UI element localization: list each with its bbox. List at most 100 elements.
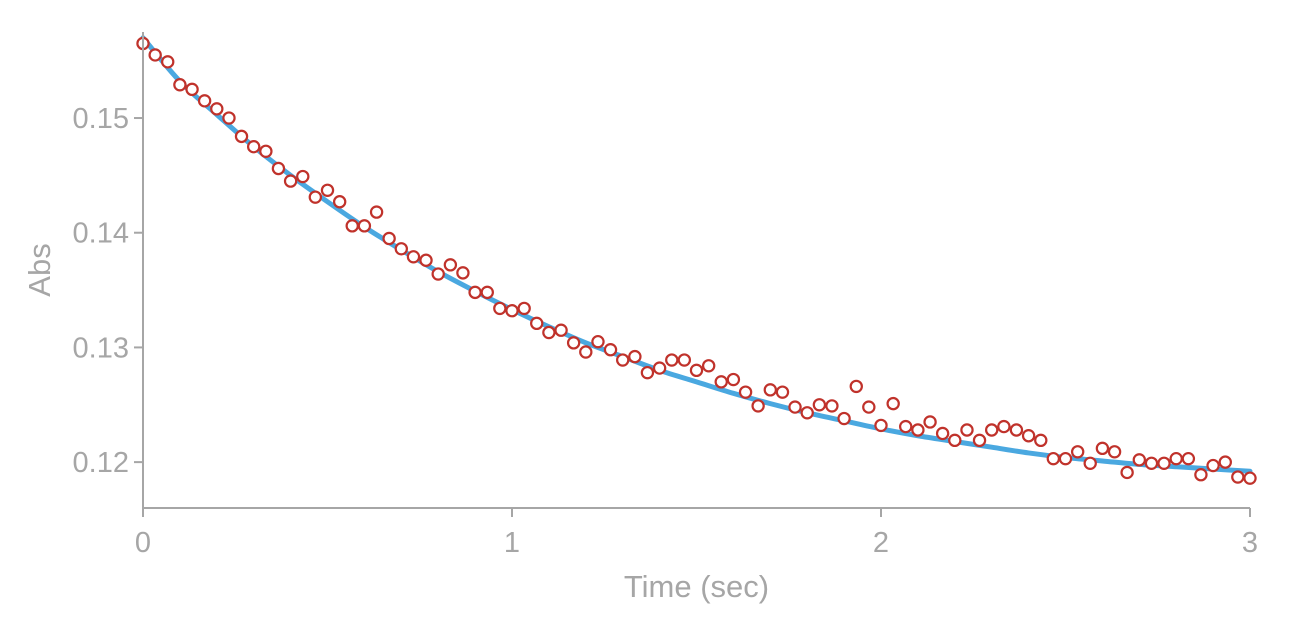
data-point	[1206, 458, 1220, 473]
data-point	[788, 400, 802, 414]
y-tick-label: 0.13	[73, 332, 129, 364]
y-axis-ticks: 0.12 0.13 0.14 0.15	[73, 103, 143, 479]
data-point	[652, 361, 667, 375]
data-point	[1243, 471, 1257, 485]
data-point	[210, 102, 224, 116]
x-axis-title: Time (sec)	[624, 569, 769, 604]
data-point	[935, 426, 950, 441]
data-point	[222, 111, 236, 125]
data-point	[1009, 423, 1024, 437]
data-point	[1169, 451, 1183, 466]
data-point	[701, 359, 716, 373]
data-point	[665, 353, 679, 367]
data-point	[1144, 456, 1159, 470]
data-point	[197, 94, 212, 108]
data-point	[1218, 455, 1232, 469]
data-point	[1083, 456, 1097, 470]
data-point	[886, 396, 900, 411]
data-point	[628, 349, 642, 364]
data-point	[751, 399, 765, 413]
data-point	[616, 353, 630, 367]
data-point	[775, 385, 790, 399]
x-tick-label: 0	[135, 527, 151, 559]
data-point	[1181, 451, 1196, 466]
y-tick-label: 0.15	[73, 103, 129, 135]
data-point	[345, 219, 359, 233]
data-point	[246, 139, 261, 154]
data-point	[382, 231, 396, 246]
data-point	[874, 418, 888, 433]
x-axis-ticks: 0 1 2 3	[135, 508, 1258, 559]
data-point	[530, 316, 544, 331]
data-point	[812, 398, 827, 412]
data-point	[1070, 445, 1085, 459]
data-point	[825, 399, 839, 413]
data-point	[1231, 470, 1245, 484]
data-point	[505, 304, 519, 318]
data-point	[369, 205, 384, 219]
data-point	[148, 48, 162, 62]
data-point	[1021, 429, 1036, 443]
data-point	[997, 419, 1011, 434]
data-point	[173, 78, 187, 92]
data-point	[689, 363, 704, 378]
data-point	[911, 423, 925, 437]
fit-curve	[140, 35, 1253, 474]
data-point	[640, 365, 655, 380]
y-tick-label: 0.12	[73, 447, 129, 479]
data-point	[468, 285, 482, 300]
data-point	[763, 383, 778, 397]
data-point	[1107, 445, 1122, 459]
x-tick-label: 2	[873, 527, 889, 559]
data-point	[542, 325, 556, 340]
data-point	[837, 411, 851, 426]
data-point	[849, 379, 863, 394]
data-point	[1058, 451, 1073, 466]
data-points	[136, 36, 1257, 485]
data-point	[1194, 468, 1208, 482]
data-point	[283, 174, 298, 188]
data-point	[456, 266, 470, 280]
data-point	[726, 372, 741, 387]
data-point	[591, 334, 605, 349]
data-point	[923, 415, 937, 429]
data-point	[1046, 451, 1061, 466]
data-point	[161, 55, 175, 69]
data-point	[493, 301, 507, 316]
data-point	[1095, 441, 1110, 456]
data-point	[419, 253, 433, 267]
data-point	[603, 343, 618, 357]
data-point	[960, 423, 974, 437]
data-point	[677, 353, 692, 367]
data-point	[800, 406, 814, 420]
x-tick-label: 3	[1242, 527, 1258, 559]
data-point	[271, 161, 286, 176]
data-point	[308, 190, 323, 204]
data-point	[480, 285, 494, 300]
data-point	[443, 258, 458, 272]
data-point	[357, 219, 372, 233]
data-point	[296, 169, 310, 184]
data-point	[714, 375, 728, 389]
data-point	[517, 301, 531, 316]
data-point	[972, 433, 987, 448]
data-point	[738, 385, 753, 399]
data-point	[332, 195, 347, 209]
data-point	[985, 423, 999, 437]
data-point	[566, 336, 581, 350]
data-point	[948, 433, 962, 448]
data-point	[234, 129, 249, 144]
data-point	[862, 400, 876, 414]
data-point	[259, 144, 273, 158]
data-point	[554, 323, 568, 337]
data-point	[394, 242, 408, 256]
plot-area	[136, 35, 1257, 485]
data-point	[1120, 465, 1134, 480]
data-point	[185, 82, 199, 97]
data-point	[1157, 456, 1171, 470]
data-point	[320, 183, 335, 197]
data-point	[1034, 433, 1048, 448]
y-tick-label: 0.14	[73, 218, 129, 250]
x-tick-label: 1	[504, 527, 520, 559]
